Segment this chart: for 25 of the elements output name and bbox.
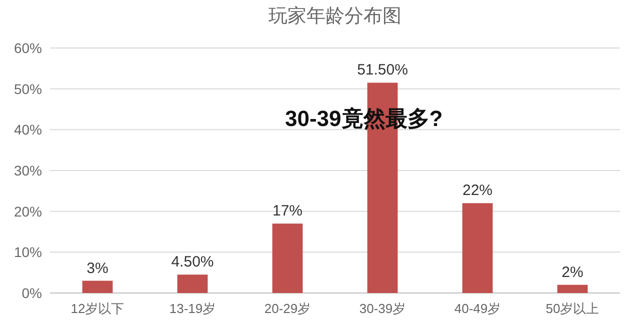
x-tick-label: 12岁以下: [70, 301, 124, 316]
chart-title: 玩家年龄分布图: [268, 5, 402, 27]
bar: [272, 224, 303, 293]
x-tick-label: 30-39岁: [359, 301, 406, 316]
y-tick-label: 30%: [14, 162, 42, 178]
y-tick-label: 50%: [14, 80, 42, 97]
bar: [462, 203, 493, 293]
bar: [82, 280, 113, 293]
data-label: 4.50%: [171, 254, 214, 271]
x-tick-label: 40-49岁: [454, 301, 501, 316]
y-tick-label: 20%: [14, 203, 42, 220]
data-label: 17%: [272, 202, 303, 220]
x-tick-label: 13-19岁: [169, 301, 216, 316]
y-tick-label: 60%: [14, 40, 42, 56]
data-label: 2%: [562, 264, 584, 281]
x-tick-label: 20-29岁: [264, 301, 311, 316]
y-tick-label: 40%: [14, 122, 42, 138]
bar: [177, 274, 208, 293]
y-tick-label: 0%: [22, 285, 42, 301]
data-label: 3%: [86, 260, 108, 277]
data-label: 22%: [462, 182, 493, 200]
bar: [557, 284, 588, 293]
x-tick-label: 50岁以上: [546, 301, 600, 316]
y-tick-label: 10%: [14, 244, 42, 260]
data-label: 51.50%: [357, 62, 408, 79]
